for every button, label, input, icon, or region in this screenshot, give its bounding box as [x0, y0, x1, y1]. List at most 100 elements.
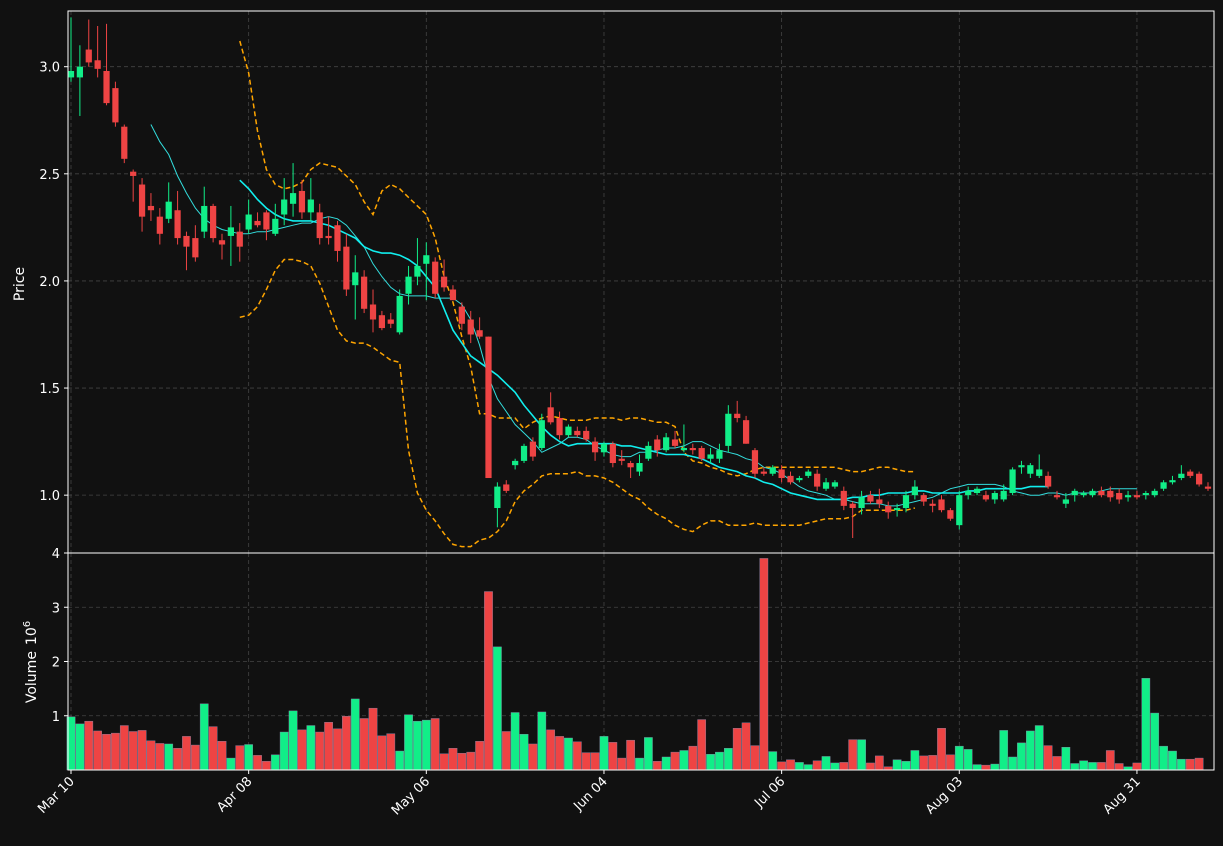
volume-bar [954, 745, 964, 771]
volume-axis-label-exponent: 6 [22, 621, 33, 627]
volume-bar [1017, 742, 1026, 771]
volume-bar [1061, 747, 1071, 771]
candle-body [396, 295, 403, 333]
volume-bar [226, 757, 236, 771]
candle-body [103, 70, 110, 104]
candle-body [174, 210, 181, 239]
candle-body [911, 486, 918, 496]
volume-bar [795, 762, 804, 771]
candle-body [787, 475, 794, 483]
volume-bar [857, 739, 866, 771]
volume-bar [555, 736, 564, 771]
candle-body [1151, 490, 1158, 496]
volume-bar [102, 733, 111, 771]
candle-body [298, 190, 306, 213]
volume-bar [1070, 763, 1080, 771]
volume-bar [297, 729, 307, 771]
candle-body [494, 486, 501, 509]
volume-bar [919, 755, 929, 771]
candle-body [227, 227, 234, 236]
candle-body [458, 306, 465, 324]
candle-body [192, 238, 199, 258]
volume-bar [723, 748, 733, 771]
volume-bars [66, 558, 1204, 771]
volume-tick-label: 3 [52, 601, 60, 616]
candle-body [698, 448, 705, 459]
volume-bar [972, 764, 982, 771]
volume-bar [803, 764, 813, 771]
volume-bar [581, 752, 591, 771]
candle-body [680, 448, 688, 451]
candle-body [822, 482, 830, 489]
price-axis-label: Price [12, 267, 28, 301]
candle-body [867, 495, 874, 502]
volume-bar [519, 733, 529, 771]
volume-bar [635, 757, 644, 771]
volume-bar [688, 745, 698, 771]
upper-band-line [239, 40, 915, 477]
volume-bar [93, 730, 102, 771]
volume-bar [1088, 762, 1097, 771]
volume-bar [981, 764, 991, 771]
volume-bar [137, 730, 147, 771]
candle-body [263, 212, 270, 230]
volume-bar [990, 763, 1000, 771]
volume-bar [359, 718, 369, 771]
volume-bar [421, 719, 431, 771]
candle-body [947, 510, 954, 519]
volume-bar [448, 748, 458, 771]
candle-body [245, 214, 252, 230]
candle-body [689, 448, 696, 451]
candle-body [520, 445, 528, 461]
candle-body [272, 218, 279, 234]
volume-bar [679, 750, 689, 771]
candle-body [893, 508, 901, 511]
candle-body [112, 88, 119, 123]
volume-bar [706, 754, 715, 771]
candle-body [503, 484, 510, 491]
volume-bar [199, 703, 209, 771]
candle-body [547, 407, 554, 423]
candle-body [636, 463, 643, 472]
volume-bar [768, 751, 778, 771]
candle-body [814, 473, 821, 487]
candle-body [121, 126, 128, 159]
candle-body [991, 493, 998, 500]
volume-bar [288, 710, 298, 771]
candle-body [210, 205, 217, 239]
price-tick-label: 3.0 [39, 61, 60, 76]
candle-body [147, 205, 155, 211]
candle-body [467, 319, 474, 335]
volume-bar [368, 707, 378, 771]
candle-body [307, 199, 314, 213]
volume-tick-label: 4 [52, 547, 60, 562]
candle-body [565, 426, 572, 436]
volume-bar [119, 725, 129, 771]
volume-bar [155, 743, 165, 771]
volume-bar [759, 558, 769, 771]
candle-body [67, 70, 75, 78]
candle-body [956, 495, 963, 526]
candle-body [778, 469, 785, 479]
candle-body [902, 495, 910, 509]
volume-bar [1097, 762, 1106, 771]
volume-bar [466, 751, 476, 771]
bollinger-bands [239, 40, 916, 548]
volume-bar [999, 730, 1009, 771]
volume-bar [501, 731, 511, 771]
candle-body [734, 413, 741, 419]
volume-bar [537, 711, 547, 771]
candle-body [138, 184, 146, 217]
candle-body [600, 443, 608, 453]
candle-body [183, 235, 190, 247]
candle-body [1089, 490, 1096, 496]
volume-bar [1052, 756, 1062, 771]
candle-body [1000, 490, 1007, 500]
candle-body [920, 495, 927, 502]
volume-bar [1141, 678, 1151, 771]
volume-bar [741, 722, 751, 771]
volume-tick-label: 2 [52, 656, 60, 671]
price-tick-label: 1.5 [39, 382, 60, 397]
